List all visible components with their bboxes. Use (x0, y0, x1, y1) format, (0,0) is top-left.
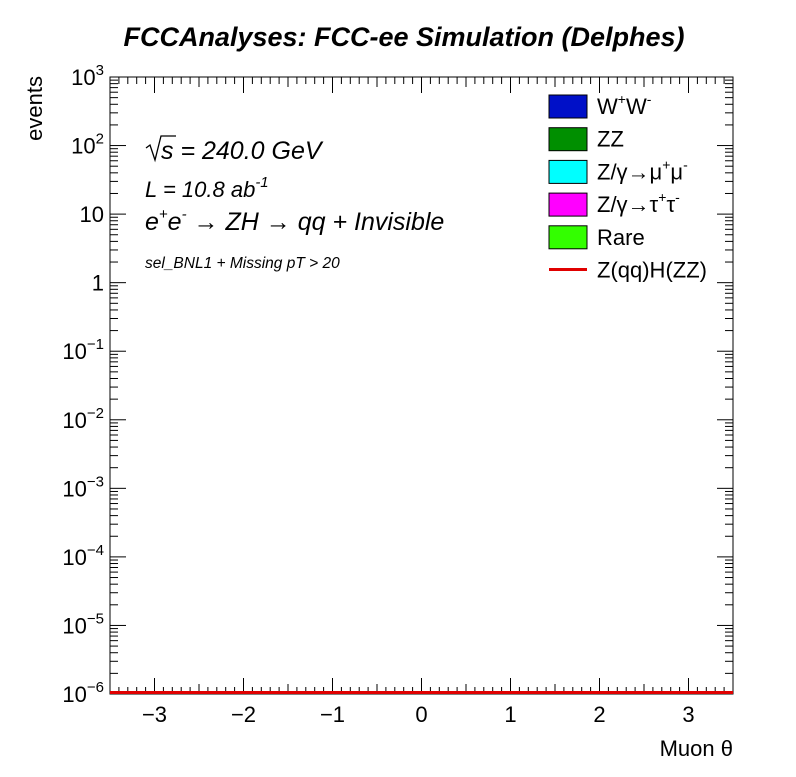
x-tick-label: −2 (231, 702, 256, 727)
plot-axes: −3 −2 −1 0 1 2 3 10−6 10−5 10−4 10−3 10−2 10−1 1 10 102… (62, 62, 734, 727)
y-tick-label: 10−1 (62, 336, 104, 364)
y-tick-label: 10−2 (62, 405, 104, 433)
y-tick-label: 10−3 (62, 473, 104, 501)
x-tick-label: 3 (682, 702, 694, 727)
x-tick-label: 2 (593, 702, 605, 727)
sqrt-sign (145, 135, 176, 163)
legend-swatch (548, 192, 588, 217)
legend-label: Z/γ→μ+μ- (597, 156, 688, 184)
selection-label: sel_BNL1 + Missing pT > 20 (145, 255, 340, 272)
process-label: e+e- → ZH → qq + Invisible (145, 206, 444, 236)
y-tick-label: 10−6 (62, 679, 104, 707)
legend-label: Rare (597, 225, 645, 250)
x-tick-label: −1 (320, 702, 345, 727)
legend-label: ZZ (597, 127, 624, 152)
y-tick-label: 10−4 (62, 542, 104, 570)
chart-title: FCCAnalyses: FCC-ee Simulation (Delphes) (123, 22, 684, 52)
y-axis-label: events (22, 76, 47, 141)
legend-swatch (548, 127, 588, 152)
luminosity-label: L = 10.8 ab-1 (145, 174, 269, 202)
legend-label: Z/γ→τ+τ- (597, 189, 680, 217)
y-tick-label: 10 (80, 202, 104, 227)
annotations: s = 240.0 GeV L = 10.8 ab-1 e+e- → ZH → qq… (145, 135, 444, 272)
x-tick-label: −3 (142, 702, 167, 727)
legend-swatch (548, 159, 588, 184)
legend-label: Z(qq)H(ZZ) (597, 258, 707, 283)
legend-label: W+W- (597, 91, 652, 119)
x-tick-label: 0 (415, 702, 427, 727)
legend: W+W- ZZ Z/γ→μ+μ- Z/γ→τ+τ- Rare Z(qq)H(ZZ) (548, 91, 707, 283)
energy-label: s = 240.0 GeV (161, 137, 324, 165)
y-tick-label: 10−5 (62, 610, 104, 638)
x-tick-label: 1 (504, 702, 516, 727)
y-tick-label: 102 (71, 131, 104, 159)
y-tick-label: 103 (71, 62, 104, 90)
x-axis-label: Muon θ (660, 736, 733, 761)
legend-swatch (548, 225, 588, 250)
legend-swatch (548, 94, 588, 119)
y-tick-label: 1 (92, 271, 104, 296)
